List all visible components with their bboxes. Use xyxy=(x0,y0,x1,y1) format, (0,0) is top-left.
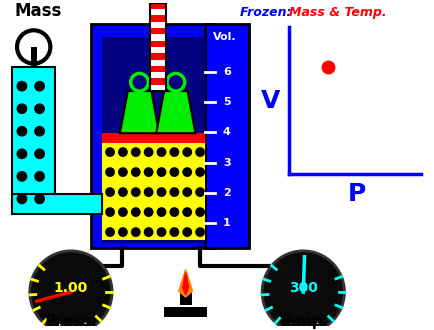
Circle shape xyxy=(105,167,115,177)
Bar xyxy=(179,287,191,305)
Circle shape xyxy=(182,207,192,217)
Circle shape xyxy=(131,167,140,177)
Text: Press.: Press. xyxy=(45,314,97,329)
Circle shape xyxy=(16,103,27,114)
Circle shape xyxy=(195,207,204,217)
Text: 6: 6 xyxy=(222,67,230,77)
Circle shape xyxy=(34,81,45,91)
Circle shape xyxy=(34,103,45,114)
Bar xyxy=(150,22,166,28)
Text: P: P xyxy=(347,182,365,206)
Bar xyxy=(150,66,166,72)
Polygon shape xyxy=(156,91,195,133)
Circle shape xyxy=(16,193,27,204)
Circle shape xyxy=(34,148,45,159)
Text: Temp.: Temp. xyxy=(277,314,328,329)
Text: 5: 5 xyxy=(223,97,230,107)
Circle shape xyxy=(182,227,192,237)
Circle shape xyxy=(195,227,204,237)
Circle shape xyxy=(143,147,153,157)
Circle shape xyxy=(16,171,27,182)
Circle shape xyxy=(131,187,140,197)
Text: Mass & Temp.: Mass & Temp. xyxy=(288,6,385,19)
Circle shape xyxy=(182,187,192,197)
Bar xyxy=(150,85,166,91)
Circle shape xyxy=(131,207,140,217)
Text: Vol.: Vol. xyxy=(213,32,236,42)
Circle shape xyxy=(131,147,140,157)
Bar xyxy=(205,24,249,248)
Circle shape xyxy=(169,167,179,177)
Text: 1: 1 xyxy=(223,218,230,228)
Bar xyxy=(12,194,102,214)
Circle shape xyxy=(105,187,115,197)
Bar xyxy=(150,3,166,9)
Text: Frozen:: Frozen: xyxy=(239,6,295,19)
Circle shape xyxy=(131,227,140,237)
Circle shape xyxy=(34,193,45,204)
Bar xyxy=(12,67,55,209)
Polygon shape xyxy=(120,91,159,133)
Circle shape xyxy=(262,251,344,330)
Polygon shape xyxy=(182,273,188,295)
Polygon shape xyxy=(178,270,192,297)
Circle shape xyxy=(16,148,27,159)
Circle shape xyxy=(118,187,128,197)
Circle shape xyxy=(195,147,204,157)
Circle shape xyxy=(16,126,27,137)
Circle shape xyxy=(156,147,166,157)
Text: 1.00: 1.00 xyxy=(54,281,88,295)
Circle shape xyxy=(105,147,115,157)
Circle shape xyxy=(169,207,179,217)
Bar xyxy=(150,28,166,34)
Bar xyxy=(150,47,166,53)
Circle shape xyxy=(169,187,179,197)
Circle shape xyxy=(156,187,166,197)
Circle shape xyxy=(34,126,45,137)
Bar xyxy=(102,140,205,240)
Text: 4: 4 xyxy=(222,127,230,137)
Circle shape xyxy=(195,187,204,197)
Circle shape xyxy=(16,81,27,91)
Circle shape xyxy=(156,227,166,237)
Circle shape xyxy=(105,227,115,237)
Circle shape xyxy=(182,147,192,157)
Bar xyxy=(150,59,166,66)
Bar xyxy=(150,53,166,59)
Circle shape xyxy=(156,207,166,217)
Circle shape xyxy=(118,167,128,177)
Text: 3: 3 xyxy=(223,157,230,168)
Bar xyxy=(150,9,166,16)
Bar xyxy=(31,47,36,67)
Circle shape xyxy=(105,207,115,217)
Bar xyxy=(102,133,205,143)
Bar xyxy=(150,72,166,79)
Bar xyxy=(90,24,214,248)
Circle shape xyxy=(34,171,45,182)
Bar xyxy=(150,79,166,85)
Bar xyxy=(150,41,166,47)
Circle shape xyxy=(143,227,153,237)
Circle shape xyxy=(143,187,153,197)
Circle shape xyxy=(169,147,179,157)
Circle shape xyxy=(118,227,128,237)
Circle shape xyxy=(30,251,112,330)
Circle shape xyxy=(195,167,204,177)
Bar xyxy=(150,34,166,41)
Text: V: V xyxy=(261,89,280,113)
Circle shape xyxy=(118,147,128,157)
Text: Mass: Mass xyxy=(14,2,61,20)
Circle shape xyxy=(156,167,166,177)
Circle shape xyxy=(143,167,153,177)
Bar xyxy=(150,3,166,91)
Text: 2: 2 xyxy=(223,188,230,198)
Circle shape xyxy=(182,167,192,177)
Bar xyxy=(150,16,166,22)
Text: 300: 300 xyxy=(288,281,317,295)
Circle shape xyxy=(143,207,153,217)
Bar xyxy=(102,37,205,243)
Bar xyxy=(164,307,207,316)
Circle shape xyxy=(169,227,179,237)
Circle shape xyxy=(118,207,128,217)
